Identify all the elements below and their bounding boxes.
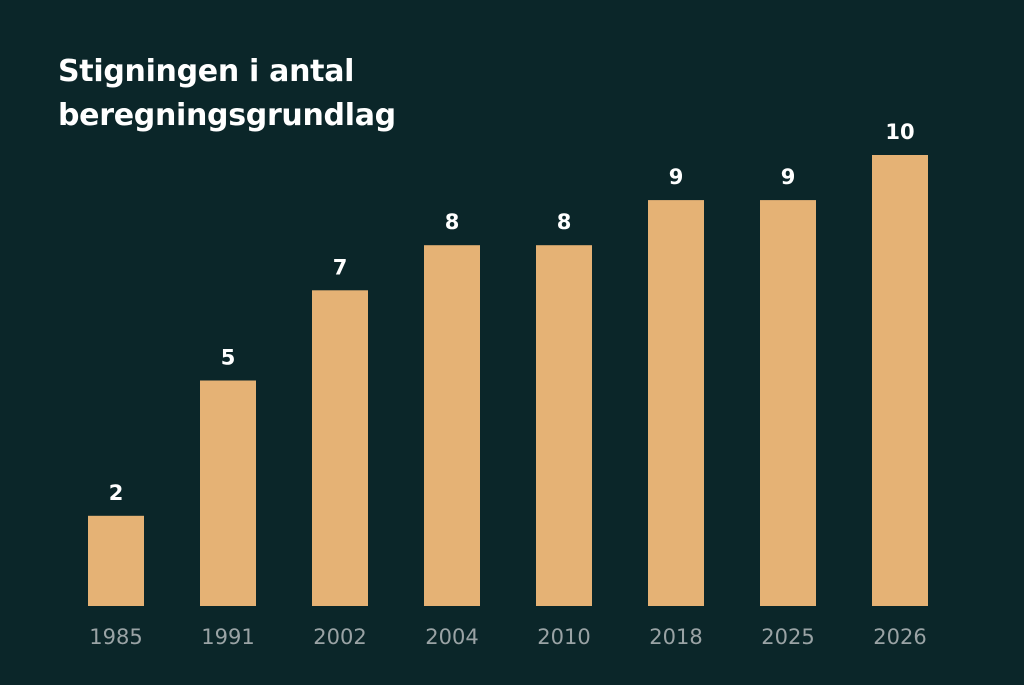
bar-1985 — [88, 515, 144, 606]
bar-2004 — [424, 245, 480, 606]
value-label-1991: 5 — [221, 346, 236, 370]
x-tick-label-2010: 2010 — [537, 625, 590, 649]
chart-title-line-1: Stigningen i antal — [58, 54, 355, 89]
value-label-2026: 10 — [885, 120, 914, 144]
bar-2026 — [872, 155, 928, 606]
bar-2010 — [536, 245, 592, 606]
bar-2025 — [760, 200, 816, 606]
x-tick-label-2025: 2025 — [761, 625, 814, 649]
x-tick-label-2018: 2018 — [649, 625, 702, 649]
value-label-2002: 7 — [333, 255, 348, 279]
value-label-2018: 9 — [669, 165, 684, 189]
bar-2018 — [648, 200, 704, 606]
x-tick-label-1985: 1985 — [89, 625, 142, 649]
x-tick-label-2004: 2004 — [425, 625, 478, 649]
value-label-2010: 8 — [557, 210, 572, 234]
value-label-1985: 2 — [109, 481, 124, 505]
x-tick-label-1991: 1991 — [201, 625, 254, 649]
bar-1991 — [200, 380, 256, 606]
value-label-2025: 9 — [781, 165, 796, 189]
x-tick-label-2002: 2002 — [313, 625, 366, 649]
chart-title-line-2: beregningsgrundlag — [58, 98, 396, 133]
x-tick-label-2026: 2026 — [873, 625, 926, 649]
chart-title: Stigningen i antal beregningsgrundlag — [58, 50, 658, 138]
value-label-2004: 8 — [445, 210, 460, 234]
bar-2002 — [312, 290, 368, 606]
